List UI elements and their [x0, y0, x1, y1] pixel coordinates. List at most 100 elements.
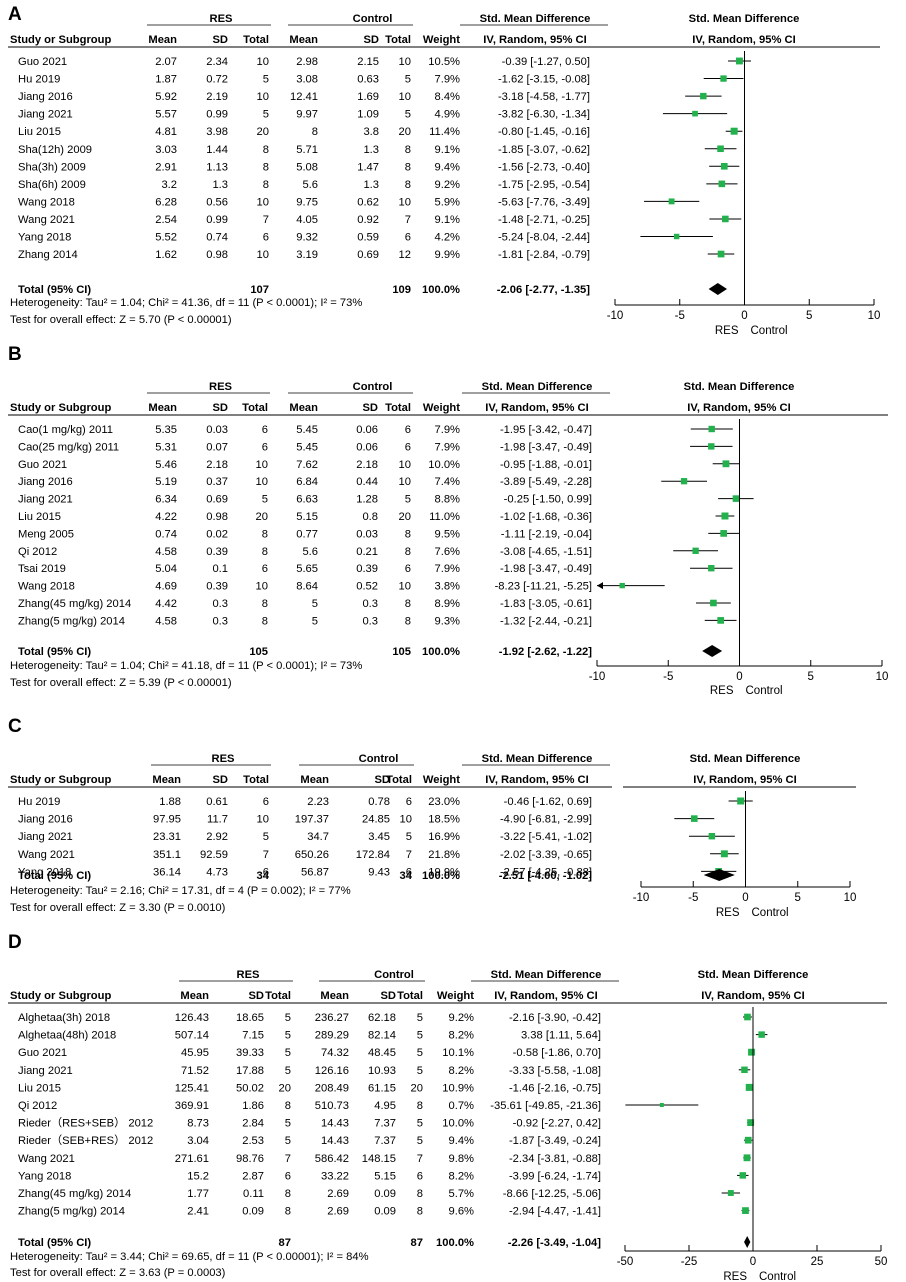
weight: 8.2%	[449, 1030, 475, 1042]
control-total: 10	[399, 459, 411, 471]
overall-effect-text: Test for overall effect: Z = 5.39 (P < 0…	[10, 677, 232, 689]
panel-label: D	[8, 932, 22, 953]
control-sd: 0.8	[362, 511, 378, 523]
control-total: 5	[405, 494, 411, 506]
control-total-n: 34	[400, 870, 413, 882]
control-sd: 0.78	[368, 796, 390, 808]
group-label-control: Control	[374, 969, 414, 981]
study-name: Cao(25 mg/kg) 2011	[18, 441, 119, 453]
study-row: Liu 2015 4.22 0.98 20 5.15 0.8 20 11.0% -1.02 [-…	[18, 511, 735, 523]
axis-tick-label: 0	[741, 310, 747, 322]
ci-text: -3.18 [-4.58, -1.77]	[498, 91, 590, 103]
x-axis: -10 -5 0 5 10 RES Control	[633, 881, 856, 919]
axis-label-control: Control	[752, 907, 789, 919]
res-total: 8	[262, 546, 268, 558]
control-sd: 48.45	[368, 1047, 396, 1059]
point-estimate	[692, 110, 698, 117]
weight: 10.9%	[442, 1082, 474, 1094]
control-sd: 7.37	[374, 1118, 396, 1130]
res-mean: 45.95	[181, 1047, 209, 1059]
control-sd: 0.06	[356, 441, 378, 453]
point-estimate	[736, 57, 743, 65]
res-mean: 6.28	[155, 196, 177, 208]
study-row: Rieder（RES+SEB） 2012 8.73 2.84 5 14.43 7.37 5 1…	[18, 1117, 755, 1130]
study-name: Meng 2005	[18, 528, 74, 540]
control-total: 8	[417, 1100, 423, 1112]
res-total: 8	[285, 1188, 291, 1200]
control-total: 10	[400, 814, 412, 826]
ci-text: -4.90 [-6.81, -2.99]	[500, 814, 592, 826]
res-mean: 3.2	[161, 179, 177, 191]
control-sd: 1.28	[356, 494, 378, 506]
control-total: 10	[399, 56, 411, 68]
summary-diamond	[744, 1236, 751, 1248]
study-row: Guo 2021 45.95 39.33 5 74.32 48.45 5 10.1% -0.58…	[18, 1047, 755, 1059]
res-total: 6	[263, 796, 269, 808]
res-sd: 1.13	[206, 161, 228, 173]
res-sd: 0.56	[206, 196, 228, 208]
study-row: Hu 2019 1.88 0.61 6 2.23 0.78 6 23.0% -0.46 [-1.…	[18, 796, 753, 808]
control-sd: 0.3	[362, 615, 378, 627]
col-header-6: Total	[386, 774, 412, 786]
panel-label: A	[8, 4, 22, 25]
heterogeneity-text: Heterogeneity: Tau² = 2.16; Chi² = 17.31…	[10, 885, 351, 897]
study-name: Alghetaa(3h) 2018	[18, 1012, 110, 1024]
col-header-2: SD	[248, 990, 264, 1002]
study-name: Sha(3h) 2009	[18, 161, 86, 173]
res-sd: 0.37	[206, 476, 228, 488]
weight: 18.5%	[428, 814, 460, 826]
study-row: Wang 2018 4.69 0.39 10 8.64 0.52 10 3.8% -8.23 […	[18, 581, 665, 593]
study-name: Wang 2018	[18, 581, 75, 593]
res-mean: 4.81	[155, 126, 177, 138]
ci-text: 3.38 [1.11, 5.64]	[521, 1030, 601, 1042]
study-row: Wang 2021 351.1 92.59 7 650.26 172.84 7 21.8% -2…	[18, 849, 739, 861]
weight: 9.3%	[435, 615, 461, 627]
point-estimate	[680, 478, 688, 485]
res-sd: 2.92	[206, 831, 228, 843]
control-total: 6	[405, 563, 411, 575]
control-total: 5	[405, 74, 411, 86]
control-total: 5	[405, 109, 411, 121]
res-sd: 2.34	[206, 56, 228, 68]
control-sd: 9.43	[368, 866, 390, 878]
res-mean: 1.88	[159, 796, 181, 808]
res-total-n: 34	[257, 870, 270, 882]
control-mean: 5.65	[296, 563, 318, 575]
overall-effect-text: Test for overall effect: Z = 5.70 (P < 0…	[10, 314, 232, 326]
col-header-1: Mean	[180, 990, 209, 1002]
axis-tick-label: 0	[742, 892, 748, 904]
control-total: 6	[406, 866, 412, 878]
col-header-5: SD	[362, 402, 378, 414]
total-row: Total (95% CI) 34 34 100.0% -2.51 [-4.00, -1…	[18, 869, 735, 882]
ci-text: -1.75 [-2.95, -0.54]	[498, 179, 590, 191]
res-total: 5	[285, 1118, 291, 1130]
control-mean: 2.69	[327, 1188, 349, 1200]
axis-label-res: RES	[715, 325, 739, 337]
res-mean: 4.42	[155, 598, 177, 610]
point-estimate	[742, 1207, 749, 1214]
ci-text: -1.62 [-3.15, -0.08]	[498, 74, 590, 86]
axis-tick-label: 10	[876, 671, 889, 683]
control-mean: 14.43	[321, 1118, 349, 1130]
col-header-6: Total	[385, 34, 411, 46]
point-estimate	[700, 92, 707, 100]
control-mean: 208.49	[315, 1082, 349, 1094]
res-mean: 2.41	[187, 1206, 209, 1218]
control-mean: 5.6	[302, 179, 318, 191]
total-ci-text: -2.26 [-3.49, -1.04]	[508, 1237, 602, 1249]
weight: 9.2%	[449, 1012, 475, 1024]
control-sd: 10.93	[368, 1065, 396, 1077]
ci-text: -1.87 [-3.49, -0.24]	[509, 1135, 601, 1147]
axis-tick-label: -5	[663, 671, 673, 683]
res-total: 10	[256, 581, 268, 593]
weight: 9.2%	[435, 179, 461, 191]
col-header-4: Mean	[300, 774, 329, 786]
res-sd: 0.3	[212, 615, 228, 627]
x-axis: -50 -25 0 25 50 RES Control	[617, 1245, 887, 1282]
res-mean: 351.1	[153, 849, 181, 861]
col-header-6: Total	[385, 402, 411, 414]
res-sd: 7.15	[242, 1030, 264, 1042]
point-estimate	[708, 565, 715, 572]
control-sd: 0.63	[357, 74, 379, 86]
